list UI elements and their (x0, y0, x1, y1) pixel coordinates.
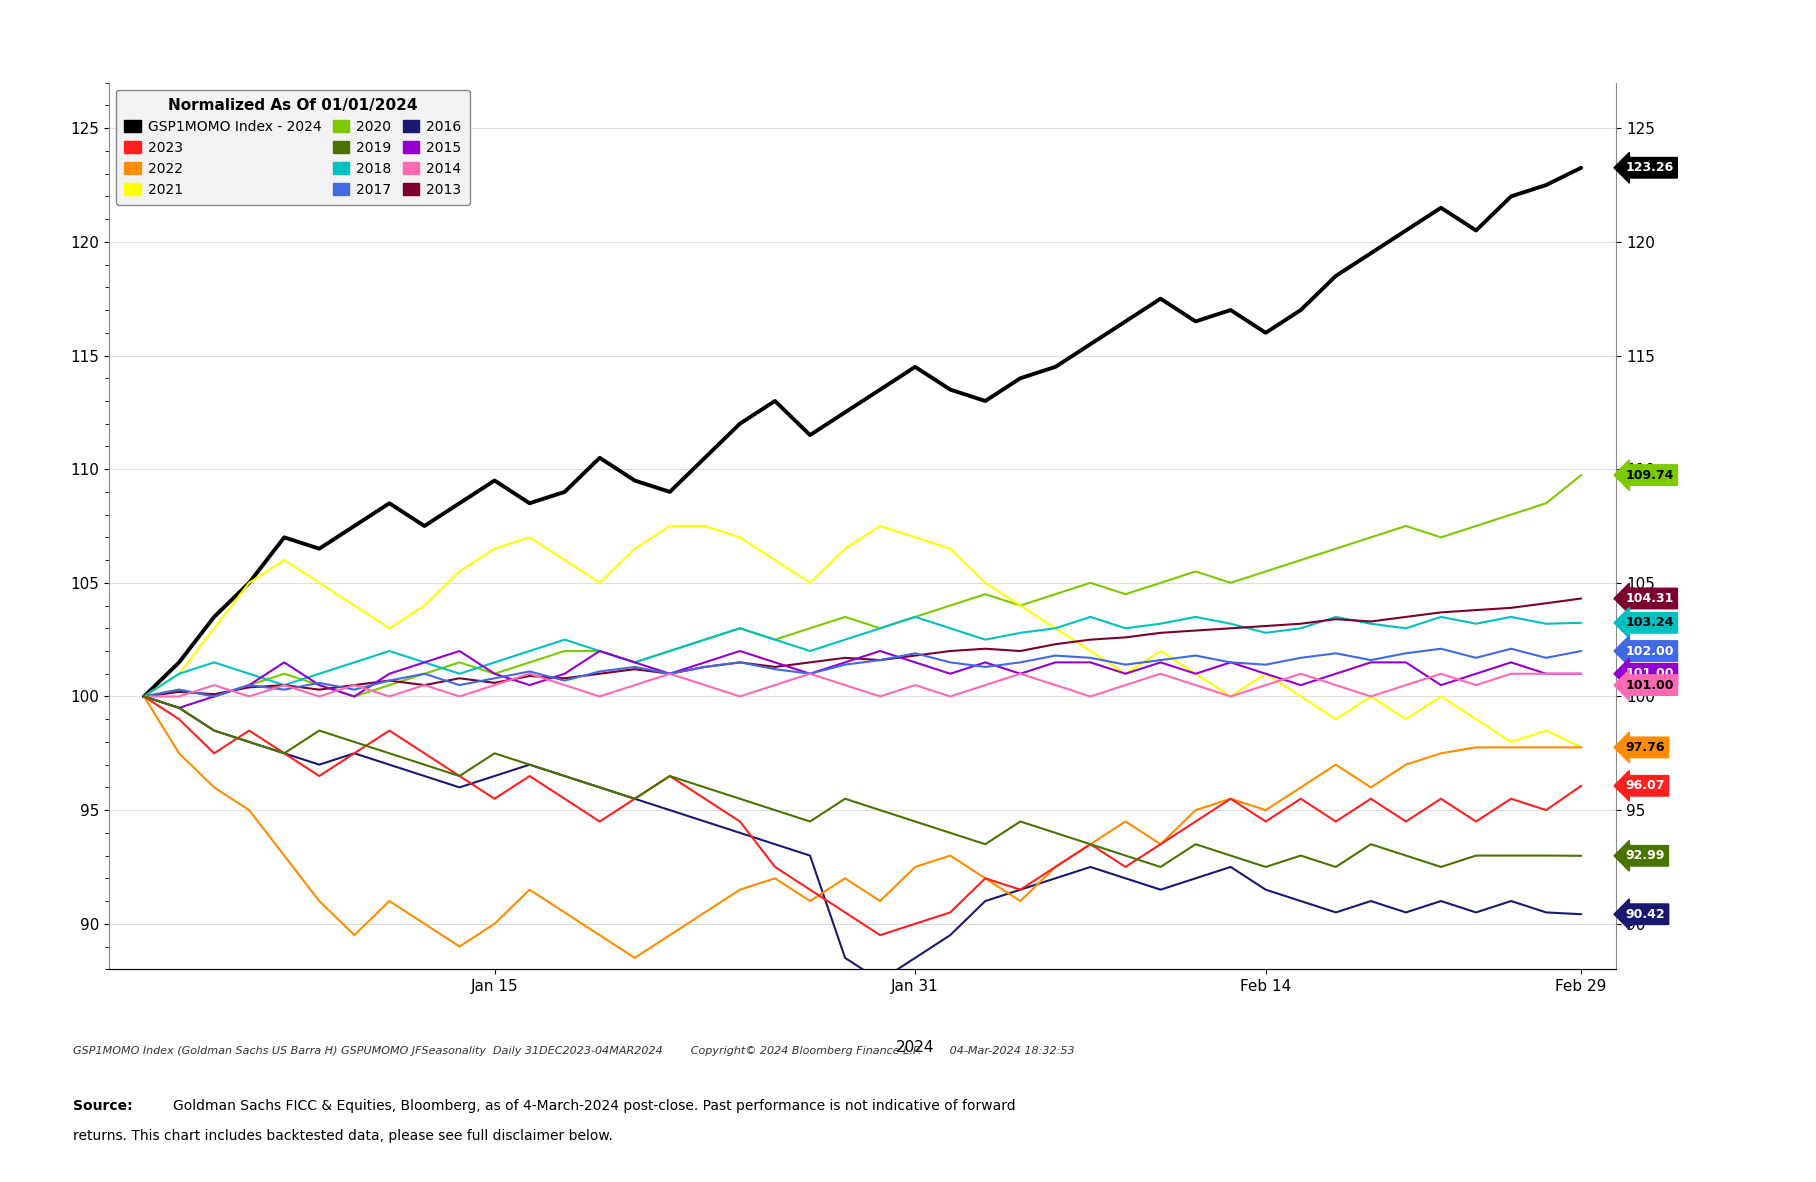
Text: Source:: Source: (73, 1099, 133, 1113)
Legend: GSP1MOMO Index - 2024, 2023, 2022, 2021, 2020, 2019, 2018, 2017, 2016, 2015, 201: GSP1MOMO Index - 2024, 2023, 2022, 2021,… (116, 90, 470, 206)
Text: 101.00: 101.00 (1625, 668, 1674, 680)
Text: 90.42: 90.42 (1625, 908, 1665, 921)
Text: 101.00: 101.00 (1625, 678, 1674, 691)
Text: 109.74: 109.74 (1625, 468, 1674, 481)
Text: 2024: 2024 (895, 1040, 935, 1056)
Text: 92.99: 92.99 (1625, 850, 1665, 863)
Text: 103.24: 103.24 (1625, 616, 1674, 629)
Text: GSP1MOMO Index (Goldman Sachs US Barra H) GSPUMOMO JFSeasonality  Daily 31DEC202: GSP1MOMO Index (Goldman Sachs US Barra H… (73, 1046, 1075, 1056)
Text: returns. This chart includes backtested data, please see full disclaimer below.: returns. This chart includes backtested … (73, 1129, 612, 1143)
Text: Goldman Sachs FICC & Equities, Bloomberg, as of 4-March-2024 post-close. Past pe: Goldman Sachs FICC & Equities, Bloomberg… (173, 1099, 1015, 1113)
Text: 96.07: 96.07 (1625, 779, 1665, 792)
Text: 123.26: 123.26 (1625, 161, 1674, 174)
Text: 97.76: 97.76 (1625, 741, 1665, 754)
Text: 104.31: 104.31 (1625, 592, 1674, 605)
Text: 102.00: 102.00 (1625, 644, 1674, 657)
